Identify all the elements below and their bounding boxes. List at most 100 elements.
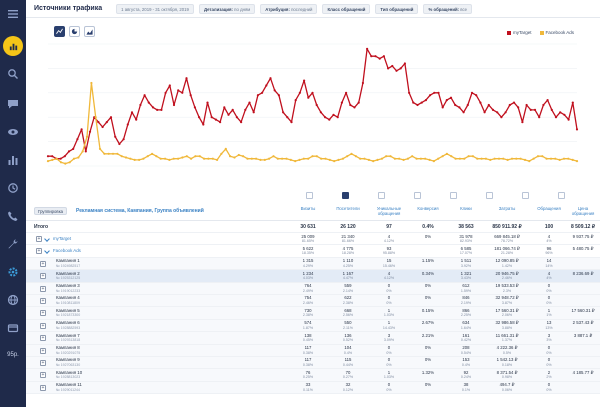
- data-point[interactable]: [376, 158, 379, 161]
- data-point[interactable]: [59, 161, 63, 164]
- expand-toggle[interactable]: +: [40, 322, 46, 329]
- data-point[interactable]: [246, 157, 249, 160]
- data-point[interactable]: [311, 155, 314, 158]
- data-point[interactable]: [575, 160, 579, 163]
- expand-toggle[interactable]: +: [40, 297, 46, 304]
- data-point[interactable]: [67, 150, 71, 153]
- data-point[interactable]: [467, 155, 470, 158]
- data-point[interactable]: [454, 103, 457, 107]
- data-point[interactable]: [122, 138, 125, 141]
- data-point[interactable]: [398, 157, 401, 160]
- data-point[interactable]: [349, 103, 352, 107]
- data-point[interactable]: [294, 99, 297, 102]
- data-point[interactable]: [298, 91, 301, 94]
- data-point[interactable]: [255, 157, 258, 160]
- column-header-clicks[interactable]: Клики: [460, 206, 472, 211]
- date-range-picker[interactable]: 1 августа, 2019 - 31 октября, 2019: [116, 3, 194, 14]
- data-point[interactable]: [97, 121, 100, 124]
- data-point[interactable]: [554, 116, 558, 119]
- table-row[interactable]: + Кампания 11 № 1929011244 33 0.11% 32 0.12% 0 0…: [26, 381, 600, 395]
- data-point[interactable]: [463, 157, 466, 160]
- data-point[interactable]: [194, 155, 197, 158]
- data-point[interactable]: [210, 116, 213, 119]
- expand-toggle[interactable]: +: [40, 285, 46, 292]
- data-point[interactable]: [211, 157, 214, 160]
- data-point[interactable]: [546, 99, 549, 102]
- table-row-total[interactable]: Итого 30 631 26 120 97 0.4% 38 563 850 911.92 …: [26, 221, 600, 233]
- data-point[interactable]: [311, 91, 314, 94]
- data-point[interactable]: [229, 155, 232, 158]
- data-point[interactable]: [207, 157, 210, 160]
- data-point[interactable]: [497, 157, 501, 160]
- data-point[interactable]: [484, 157, 487, 160]
- data-point[interactable]: [143, 94, 146, 97]
- data-point[interactable]: [357, 101, 360, 104]
- legend-item-mytarget[interactable]: myTarget: [507, 30, 532, 35]
- data-point[interactable]: [227, 113, 230, 116]
- data-point[interactable]: [538, 116, 541, 119]
- data-point[interactable]: [237, 153, 240, 157]
- row-name[interactable]: Кампания 11 № 1929011244: [56, 382, 82, 392]
- line-chart-button[interactable]: [54, 26, 65, 37]
- data-point[interactable]: [387, 67, 390, 70]
- data-point[interactable]: [510, 157, 514, 160]
- data-point[interactable]: [508, 103, 511, 107]
- row-name[interactable]: Кампания 2 № 1925312125: [56, 271, 80, 281]
- data-point[interactable]: [424, 157, 427, 160]
- data-point[interactable]: [445, 99, 448, 102]
- data-point[interactable]: [223, 106, 226, 109]
- data-point[interactable]: [138, 158, 141, 161]
- data-point[interactable]: [147, 101, 150, 104]
- data-point[interactable]: [567, 157, 570, 160]
- data-point[interactable]: [419, 157, 422, 160]
- settings-icon[interactable]: [5, 264, 21, 280]
- data-point[interactable]: [172, 157, 175, 160]
- data-point[interactable]: [567, 118, 570, 121]
- expand-toggle[interactable]: +: [40, 310, 46, 317]
- data-point[interactable]: [252, 111, 255, 114]
- menu-icon[interactable]: [5, 6, 21, 22]
- data-point[interactable]: [320, 157, 323, 160]
- view-toggle-requests[interactable]: [522, 192, 529, 199]
- table-row[interactable]: + Facebook Ads 5 622 18.35% 4 775 18.28% 93 95.…: [26, 245, 600, 258]
- table-row[interactable]: + Кампания 4 № 1910811809 754 2.46% 622 2.38% 0…: [26, 294, 600, 308]
- row-name[interactable]: Кампания 3 № 1919012233: [56, 283, 80, 293]
- data-point[interactable]: [250, 157, 253, 160]
- data-point[interactable]: [263, 158, 266, 161]
- data-point[interactable]: [545, 157, 548, 160]
- data-point[interactable]: [491, 108, 495, 111]
- history-icon[interactable]: [5, 180, 21, 196]
- data-point[interactable]: [536, 155, 540, 158]
- data-point[interactable]: [206, 101, 209, 104]
- search-icon[interactable]: [5, 66, 21, 82]
- data-point[interactable]: [528, 160, 531, 163]
- data-point[interactable]: [76, 138, 79, 141]
- data-point[interactable]: [428, 158, 431, 161]
- grouping-title[interactable]: Рекламная система, Кампания, Группа объя…: [76, 208, 204, 214]
- data-point[interactable]: [190, 157, 193, 160]
- data-point[interactable]: [361, 81, 364, 85]
- data-point[interactable]: [151, 106, 155, 109]
- type-filter[interactable]: Тип обращений: [375, 3, 419, 14]
- data-point[interactable]: [281, 157, 284, 160]
- data-point[interactable]: [88, 130, 92, 133]
- detail-filter[interactable]: Детализация: по дням: [198, 3, 256, 14]
- data-point[interactable]: [319, 111, 322, 114]
- data-point[interactable]: [363, 157, 366, 160]
- data-point[interactable]: [216, 158, 219, 161]
- data-point[interactable]: [415, 157, 418, 160]
- data-point[interactable]: [420, 101, 423, 104]
- data-point[interactable]: [403, 62, 406, 65]
- data-point[interactable]: [72, 147, 75, 150]
- data-point[interactable]: [532, 157, 535, 160]
- data-point[interactable]: [385, 155, 388, 158]
- data-point[interactable]: [51, 155, 54, 158]
- row-name[interactable]: myTarget: [53, 235, 72, 241]
- grouping-button[interactable]: Группировка: [34, 207, 68, 215]
- data-point[interactable]: [441, 106, 444, 109]
- data-point[interactable]: [46, 160, 50, 163]
- data-point[interactable]: [391, 64, 394, 68]
- data-point[interactable]: [286, 116, 289, 119]
- data-point[interactable]: [46, 155, 50, 158]
- data-point[interactable]: [269, 77, 272, 80]
